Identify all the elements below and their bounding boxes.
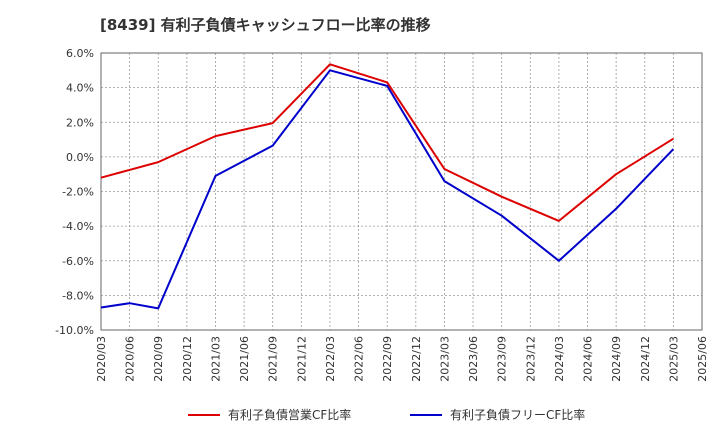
x-tick-label: 2021/03 bbox=[209, 336, 222, 382]
y-tick-label: -4.0% bbox=[62, 220, 94, 233]
x-tick-label: 2025/06 bbox=[696, 336, 709, 382]
y-tick-label: 4.0% bbox=[66, 82, 94, 95]
x-tick-label: 2022/06 bbox=[353, 336, 366, 382]
x-tick-label: 2024/03 bbox=[553, 336, 566, 382]
series-lines bbox=[100, 63, 675, 310]
x-tick-label: 2023/12 bbox=[524, 336, 537, 382]
x-tick-label: 2024/06 bbox=[582, 336, 595, 382]
legend: 有利子負債営業CF比率 有利子負債フリーCF比率 bbox=[188, 407, 585, 422]
y-tick-label: -6.0% bbox=[62, 255, 94, 268]
x-tick-label: 2021/06 bbox=[238, 336, 251, 382]
x-tick-label: 2020/12 bbox=[181, 336, 194, 382]
grid-lines bbox=[101, 53, 702, 330]
x-tick-label: 2025/03 bbox=[667, 336, 680, 382]
y-tick-label: 2.0% bbox=[66, 116, 94, 129]
y-tick-label: -10.0% bbox=[55, 324, 94, 337]
chart-title: [8439] 有利子負債キャッシュフロー比率の推移 bbox=[100, 16, 431, 34]
x-tick-label: 2023/06 bbox=[467, 336, 480, 382]
series-line-2 bbox=[100, 69, 675, 310]
y-tick-label: -2.0% bbox=[62, 186, 94, 199]
x-tick-labels: 2020/03 2020/06 2020/09 2020/12 2021/03 2021/… bbox=[95, 336, 709, 382]
x-tick-label: 2020/06 bbox=[124, 336, 137, 382]
legend-label-1: 有利子負債営業CF比率 bbox=[228, 407, 351, 422]
y-tick-label: -8.0% bbox=[62, 289, 94, 302]
x-tick-label: 2023/09 bbox=[496, 336, 509, 382]
axes bbox=[100, 52, 703, 331]
x-tick-label: 2023/03 bbox=[438, 336, 451, 382]
x-tick-label: 2021/12 bbox=[295, 336, 308, 382]
x-tick-label: 2022/03 bbox=[324, 336, 337, 382]
x-tick-label: 2022/12 bbox=[410, 336, 423, 382]
legend-label-2: 有利子負債フリーCF比率 bbox=[450, 407, 585, 422]
x-tick-label: 2022/09 bbox=[381, 336, 394, 382]
y-tick-labels: 6.0% 4.0% 2.0% 0.0% -2.0% -4.0% -6.0% -8.0% -10.… bbox=[55, 47, 94, 337]
plot-frame bbox=[100, 52, 703, 331]
x-tick-label: 2024/09 bbox=[610, 336, 623, 382]
series-line-1 bbox=[100, 63, 674, 222]
x-tick-label: 2020/03 bbox=[95, 336, 108, 382]
x-tick-label: 2020/09 bbox=[152, 336, 165, 382]
y-tick-label: 6.0% bbox=[66, 47, 94, 60]
y-tick-label: 0.0% bbox=[66, 151, 94, 164]
x-tick-label: 2021/09 bbox=[267, 336, 280, 382]
x-tick-label: 2024/12 bbox=[639, 336, 652, 382]
